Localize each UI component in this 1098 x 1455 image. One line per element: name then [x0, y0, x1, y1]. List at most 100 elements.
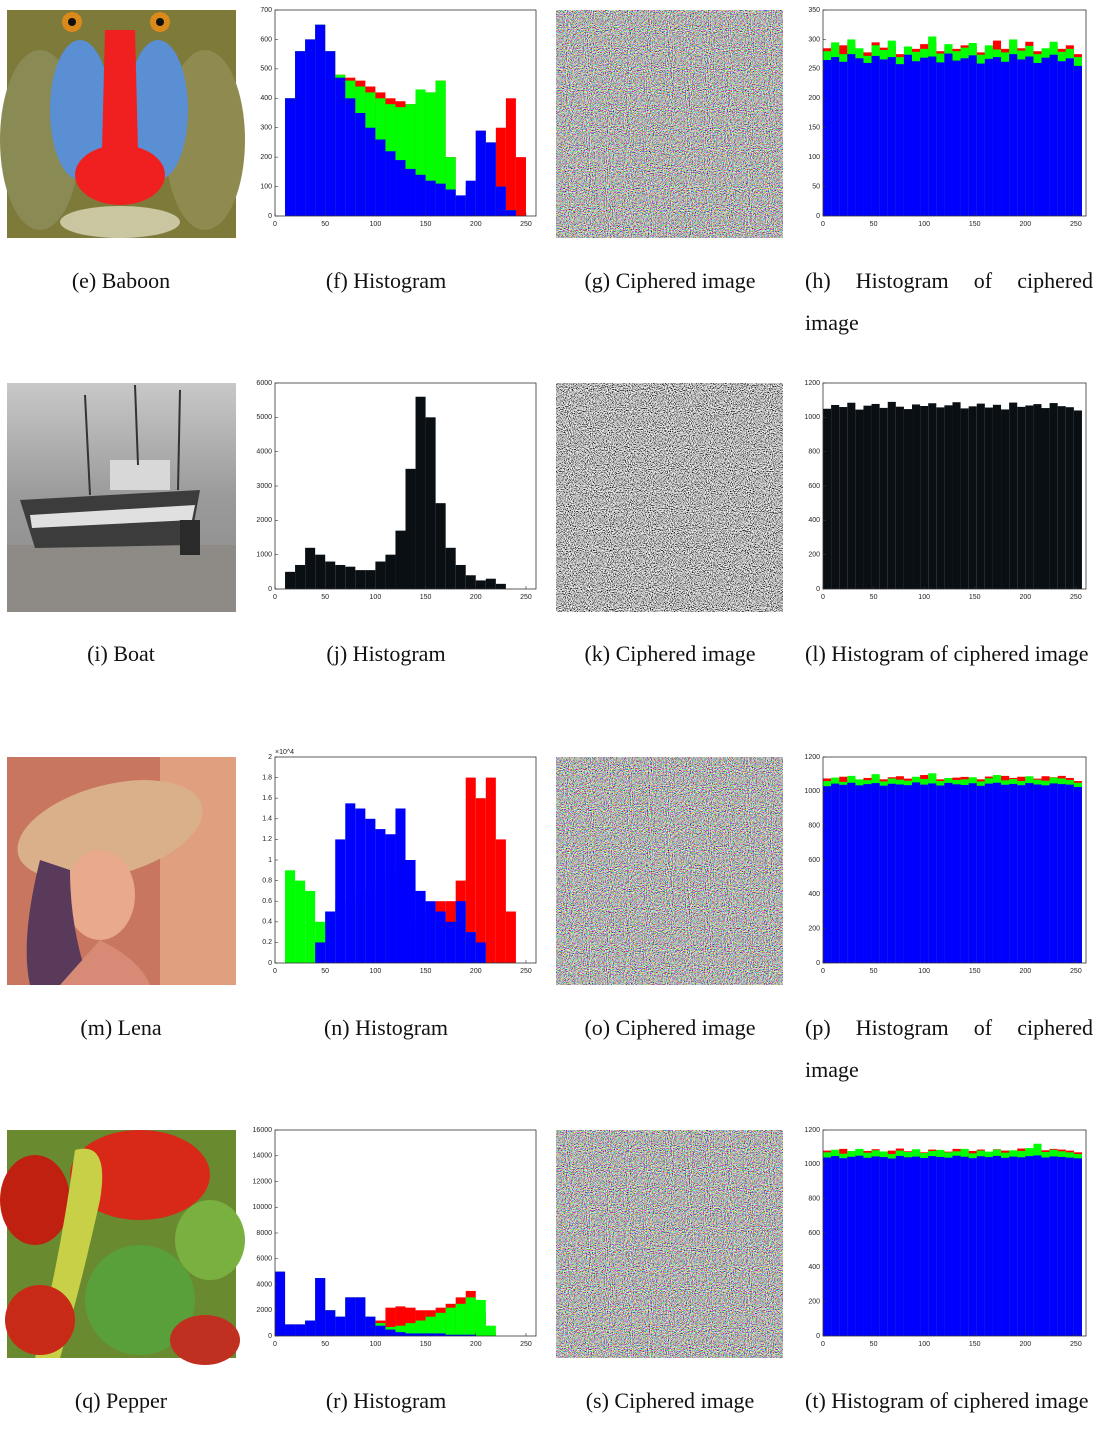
x-tick-label: 100	[370, 594, 382, 601]
histogram-bar	[405, 104, 416, 216]
x-tick-label: 150	[420, 1341, 432, 1348]
histogram-bar	[1009, 54, 1018, 217]
histogram-bar	[928, 403, 937, 589]
y-tick-label: 8000	[256, 1230, 272, 1237]
histogram-bar	[1001, 1157, 1010, 1336]
histogram-bar	[475, 798, 486, 963]
histogram-bar	[395, 1332, 406, 1336]
x-tick-label: 150	[969, 1341, 981, 1348]
y-tick-label: 600	[260, 36, 272, 43]
histogram-bar	[912, 404, 921, 589]
histogram-bar	[1041, 57, 1050, 216]
histogram-bar	[495, 583, 506, 589]
histogram-bar	[435, 503, 446, 589]
histogram-bar	[435, 1333, 446, 1336]
histogram-bar	[435, 911, 446, 963]
histogram-bar	[912, 1156, 921, 1336]
histogram-bar	[992, 1155, 1002, 1336]
histogram-bar	[847, 782, 856, 963]
histogram-bar	[863, 405, 872, 589]
y-tick-label: 10000	[253, 1204, 273, 1211]
histogram-bar	[315, 942, 326, 963]
histogram-bar	[325, 51, 336, 217]
y-tick-label: 0	[816, 213, 820, 220]
histogram-bar	[425, 180, 436, 216]
histogram-bar	[895, 406, 904, 589]
y-tick-label: 700	[260, 7, 272, 14]
caption: (l) Histogram of ciphered image	[805, 641, 1089, 666]
histogram-bar	[375, 139, 386, 216]
histogram-bar	[928, 783, 937, 963]
y-tick-label: 200	[808, 552, 820, 559]
histogram-bar	[984, 783, 993, 963]
y-tick-label: 5000	[256, 414, 272, 421]
histogram-bar	[355, 570, 366, 589]
histogram-bar	[335, 839, 346, 963]
histogram-bar	[936, 1156, 945, 1336]
histogram-bar	[335, 564, 346, 589]
histogram-bar	[505, 210, 516, 216]
x-tick-label: 50	[321, 221, 329, 228]
x-tick-label: 150	[969, 594, 981, 601]
y-tick-label: 0.8	[262, 877, 272, 884]
histogram-bar	[305, 39, 316, 216]
histogram-bar	[405, 1307, 416, 1336]
histogram-bar	[415, 174, 426, 216]
x-tick-label: 150	[420, 594, 432, 601]
y-tick-label: 800	[808, 823, 820, 830]
histogram-bar	[505, 911, 516, 963]
histogram-bar	[976, 403, 985, 589]
histogram-bar	[375, 561, 386, 589]
histogram-bar	[1033, 62, 1042, 216]
histogram-bar	[295, 564, 306, 589]
y-tick-label: 800	[808, 1196, 820, 1203]
histogram-bar	[879, 407, 888, 589]
histogram-bar	[1017, 406, 1026, 589]
histogram-bar	[895, 64, 904, 216]
histogram-bar	[1057, 784, 1066, 963]
histogram-bar	[405, 1333, 416, 1336]
histogram-bar	[495, 839, 506, 963]
histogram-bar	[839, 784, 848, 963]
histogram-bar	[992, 57, 1002, 217]
histogram-bar	[1017, 785, 1026, 963]
y-tick-label: 1.8	[262, 774, 272, 781]
histogram-bar	[863, 62, 872, 216]
y-tick-label: 1200	[804, 1127, 820, 1134]
x-tick-label: 200	[470, 594, 482, 601]
y-tick-label: 0	[268, 960, 272, 967]
histogram-bar	[445, 1334, 456, 1336]
y-tick-label: 0	[816, 1333, 820, 1340]
histogram-bar	[863, 1157, 872, 1336]
histogram-bar	[465, 575, 476, 589]
histogram-bar	[345, 803, 356, 963]
histogram-bar	[871, 783, 880, 963]
histogram-bar	[1049, 54, 1058, 216]
x-tick-label: 250	[1070, 594, 1082, 601]
histogram-bar	[415, 396, 426, 589]
y-tick-label: 300	[808, 36, 820, 43]
histogram-bar	[505, 98, 516, 216]
y-tick-label: 400	[808, 891, 820, 898]
histogram-bar	[355, 808, 366, 963]
histogram-bar	[823, 60, 832, 217]
caption: (t) Histogram of ciphered image	[805, 1388, 1089, 1413]
histogram-bar	[823, 1157, 832, 1336]
histogram-bar	[475, 580, 486, 589]
x-tick-label: 150	[969, 221, 981, 228]
y-tick-label: 2	[268, 754, 272, 761]
x-tick-label: 100	[918, 221, 930, 228]
y-tick-label: 400	[808, 1264, 820, 1271]
x-tick-label: 100	[918, 968, 930, 975]
x-tick-label: 50	[870, 1341, 878, 1348]
histogram-bar	[435, 1312, 446, 1336]
histogram-bar	[485, 777, 496, 963]
histogram-bar	[405, 1323, 416, 1336]
x-tick-label: 250	[1070, 968, 1082, 975]
y-tick-label: 100	[260, 183, 272, 190]
x-tick-label: 250	[1070, 221, 1082, 228]
y-tick-label: 400	[808, 517, 820, 524]
histogram-bar	[315, 554, 326, 589]
boat-image	[7, 383, 236, 612]
histogram-bar	[823, 408, 832, 589]
